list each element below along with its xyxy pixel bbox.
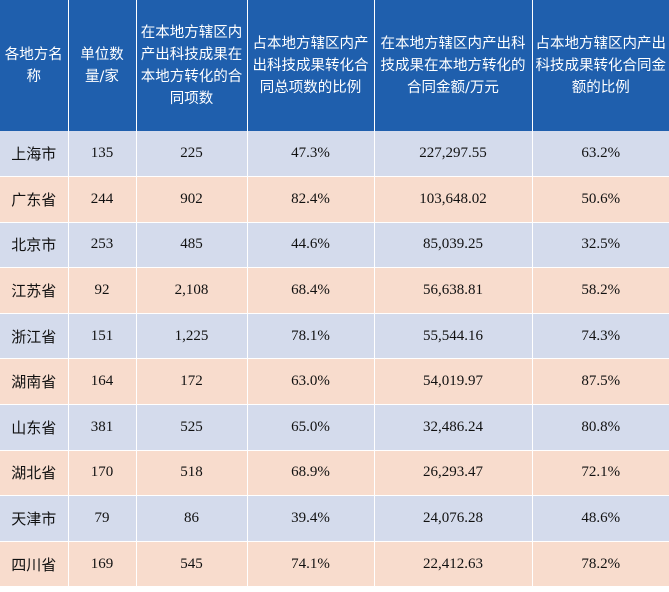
- cell-count-ratio: 78.1%: [247, 313, 375, 360]
- cell-contract-count: 86: [136, 495, 248, 542]
- header-contract-amount: 在本地方辖区内产出科技成果在本地方转化的合同金额/万元: [374, 0, 533, 131]
- cell-unit-count: 151: [68, 313, 137, 360]
- cell-contract-count: 902: [136, 176, 248, 223]
- cell-region: 湖南省: [0, 358, 69, 406]
- table-row: 天津市 79 86 39.4% 24,076.28 48.6%: [0, 495, 669, 542]
- cell-contract-count: 518: [136, 450, 248, 497]
- cell-contract-count: 545: [136, 541, 248, 588]
- cell-unit-count: 381: [68, 404, 137, 451]
- cell-amount-ratio: 78.2%: [532, 541, 669, 588]
- cell-count-ratio: 44.6%: [247, 222, 375, 269]
- table-row: 上海市 135 225 47.3% 227,297.55 63.2%: [0, 131, 669, 178]
- cell-contract-amount: 227,297.55: [374, 131, 533, 178]
- cell-region: 天津市: [0, 495, 69, 542]
- cell-contract-count: 1,225: [136, 313, 248, 360]
- cell-amount-ratio: 63.2%: [532, 131, 669, 178]
- header-region-name: 各地方名称: [0, 0, 69, 131]
- cell-amount-ratio: 74.3%: [532, 313, 669, 360]
- table-row: 湖北省 170 518 68.9% 26,293.47 72.1%: [0, 450, 669, 497]
- cell-unit-count: 169: [68, 541, 137, 588]
- cell-amount-ratio: 80.8%: [532, 404, 669, 451]
- header-contract-count-ratio: 占本地方辖区内产出科技成果转化合同总项数的比例: [247, 0, 375, 131]
- cell-contract-amount: 22,412.63: [374, 541, 533, 588]
- cell-contract-amount: 26,293.47: [374, 450, 533, 497]
- cell-count-ratio: 82.4%: [247, 176, 375, 223]
- cell-contract-amount: 56,638.81: [374, 267, 533, 314]
- cell-unit-count: 253: [68, 222, 137, 269]
- cell-unit-count: 135: [68, 131, 137, 178]
- cell-unit-count: 164: [68, 358, 137, 406]
- cell-amount-ratio: 87.5%: [532, 358, 669, 406]
- cell-region: 湖北省: [0, 450, 69, 497]
- cell-region: 北京市: [0, 222, 69, 269]
- cell-contract-amount: 103,648.02: [374, 176, 533, 223]
- table-row: 北京市 253 485 44.6% 85,039.25 32.5%: [0, 222, 669, 269]
- cell-unit-count: 244: [68, 176, 137, 223]
- cell-count-ratio: 74.1%: [247, 541, 375, 588]
- table-row: 江苏省 92 2,108 68.4% 56,638.81 58.2%: [0, 267, 669, 314]
- header-contract-amount-ratio: 占本地方辖区内产出科技成果转化合同金额的比例: [532, 0, 669, 131]
- cell-contract-amount: 54,019.97: [374, 358, 533, 406]
- cell-count-ratio: 39.4%: [247, 495, 375, 542]
- cell-contract-amount: 55,544.16: [374, 313, 533, 360]
- cell-contract-amount: 24,076.28: [374, 495, 533, 542]
- cell-contract-amount: 32,486.24: [374, 404, 533, 451]
- cell-contract-count: 225: [136, 131, 248, 178]
- cell-region: 山东省: [0, 404, 69, 451]
- cell-contract-count: 172: [136, 358, 248, 406]
- table-row: 四川省 169 545 74.1% 22,412.63 78.2%: [0, 541, 669, 588]
- cell-count-ratio: 68.4%: [247, 267, 375, 314]
- cell-unit-count: 92: [68, 267, 137, 314]
- cell-count-ratio: 63.0%: [247, 358, 375, 406]
- cell-contract-count: 525: [136, 404, 248, 451]
- table-row: 湖南省 164 172 63.0% 54,019.97 87.5%: [0, 358, 669, 406]
- cell-contract-count: 485: [136, 222, 248, 269]
- cell-count-ratio: 68.9%: [247, 450, 375, 497]
- cell-region: 浙江省: [0, 313, 69, 360]
- header-unit-count: 单位数量/家: [68, 0, 137, 131]
- cell-amount-ratio: 32.5%: [532, 222, 669, 269]
- header-row: 各地方名称 单位数量/家 在本地方辖区内产出科技成果在本地方转化的合同项数 占本…: [0, 0, 669, 131]
- cell-unit-count: 79: [68, 495, 137, 542]
- cell-amount-ratio: 58.2%: [532, 267, 669, 314]
- table-header: 各地方名称 单位数量/家 在本地方辖区内产出科技成果在本地方转化的合同项数 占本…: [0, 0, 669, 131]
- cell-region: 广东省: [0, 176, 69, 223]
- table-row: 山东省 381 525 65.0% 32,486.24 80.8%: [0, 404, 669, 451]
- cell-count-ratio: 47.3%: [247, 131, 375, 178]
- cell-region: 四川省: [0, 541, 69, 588]
- cell-count-ratio: 65.0%: [247, 404, 375, 451]
- cell-unit-count: 170: [68, 450, 137, 497]
- cell-contract-amount: 85,039.25: [374, 222, 533, 269]
- table-row: 广东省 244 902 82.4% 103,648.02 50.6%: [0, 176, 669, 223]
- cell-region: 江苏省: [0, 267, 69, 314]
- table-body: 上海市 135 225 47.3% 227,297.55 63.2% 广东省 2…: [0, 131, 669, 588]
- cell-contract-count: 2,108: [136, 267, 248, 314]
- table-row: 浙江省 151 1,225 78.1% 55,544.16 74.3%: [0, 313, 669, 360]
- header-contract-count: 在本地方辖区内产出科技成果在本地方转化的合同项数: [136, 0, 248, 131]
- cell-amount-ratio: 72.1%: [532, 450, 669, 497]
- cell-amount-ratio: 50.6%: [532, 176, 669, 223]
- cell-region: 上海市: [0, 131, 69, 178]
- cell-amount-ratio: 48.6%: [532, 495, 669, 542]
